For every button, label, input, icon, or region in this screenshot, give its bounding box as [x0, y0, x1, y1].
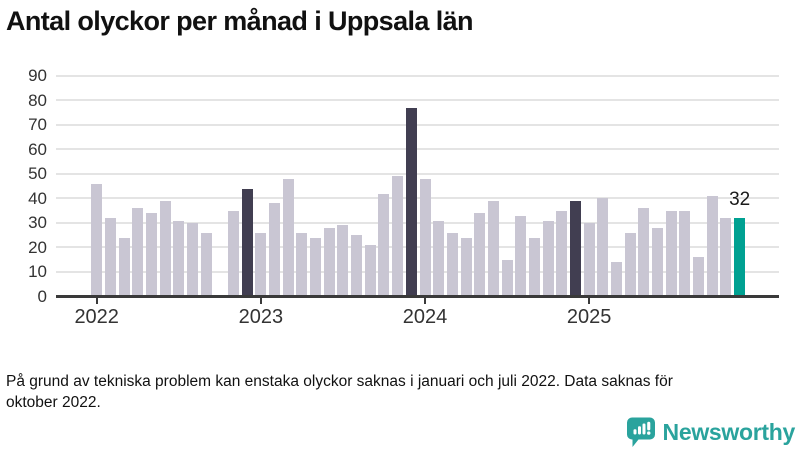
x-axis-year-label: 2022	[74, 305, 119, 328]
bar-2025-10	[706, 196, 718, 297]
newsworthy-logo-text: Newsworthy	[662, 418, 796, 445]
bar-2022-02	[104, 218, 116, 297]
bar-2025-09	[693, 257, 705, 297]
x-axis-tick-2024	[424, 298, 427, 304]
y-axis-tick-label: 30	[28, 213, 47, 233]
bar-2024-03	[446, 232, 458, 297]
y-axis-tick-label: 70	[28, 115, 47, 135]
gridline-y-10	[56, 270, 779, 273]
bar-2023-08	[351, 235, 363, 297]
x-axis-year-label: 2025	[566, 305, 612, 328]
bar-2023-07	[337, 225, 349, 297]
newsworthy-logo[interactable]: Newsworthy	[626, 416, 796, 448]
bar-2025-02	[597, 198, 609, 297]
bar-2024-06	[487, 200, 499, 297]
bar-2025-12	[734, 218, 746, 297]
bar-2024-10	[542, 220, 554, 297]
gridline-y-60	[56, 148, 779, 151]
y-axis-tick-label: 20	[28, 237, 47, 257]
gridline-y-30	[56, 221, 779, 224]
y-axis-tick-label: 10	[28, 262, 47, 282]
bar-2025-01	[583, 222, 595, 297]
latest-value-label: 32	[729, 189, 751, 211]
bar-2022-04	[132, 208, 144, 297]
bar-2025-08	[679, 210, 691, 297]
gridline-y-80	[56, 99, 779, 102]
gridline-y-70	[56, 123, 779, 126]
bar-2024-01	[419, 178, 431, 297]
y-axis-tick-label: 50	[28, 164, 47, 184]
bar-2024-12	[570, 200, 581, 297]
y-axis-tick-label: 80	[28, 90, 47, 110]
bar-2022-01	[91, 183, 103, 297]
bar-2022-08	[186, 222, 198, 297]
footnote-line-2: oktober 2022.	[6, 394, 101, 411]
bar-2025-07	[665, 210, 677, 297]
x-axis-year-label: 2023	[238, 305, 284, 328]
y-axis-tick-label: 0	[37, 287, 47, 306]
bar-2025-05	[638, 208, 650, 297]
bar-chart: 0 10 20 30 40 50 60 70 80 90 2022 2023 2024 2025 32	[28, 66, 779, 328]
x-axis-year-label: 2024	[402, 305, 448, 328]
gridline-y-40	[56, 197, 779, 200]
bar-2023-11	[392, 176, 404, 297]
bar-2023-04	[296, 232, 308, 297]
bar-2024-04	[460, 237, 472, 297]
gridline-y-50	[56, 172, 779, 175]
y-axis-tick-label: 40	[28, 188, 47, 208]
bar-2022-06	[159, 200, 171, 297]
bar-2023-05	[310, 237, 322, 297]
x-axis-tick-2025	[588, 298, 591, 304]
chart-footnote: På grund av tekniska problem kan enstaka…	[6, 371, 796, 413]
bar-2024-08	[515, 215, 527, 297]
bar-2025-06	[652, 227, 664, 297]
bar-2023-01	[255, 232, 267, 297]
bar-2023-09	[364, 245, 376, 297]
bar-2023-06	[323, 227, 335, 297]
bar-2023-02	[269, 203, 281, 297]
newsworthy-speech-bubble-chart-icon	[626, 417, 656, 448]
y-axis-tick-label: 90	[28, 66, 47, 86]
x-axis-line	[56, 295, 779, 298]
bar-2023-10	[378, 193, 390, 297]
bar-2024-09	[528, 237, 540, 297]
bar-2024-02	[433, 220, 445, 297]
bar-2023-12	[405, 107, 417, 297]
bar-2025-03	[611, 262, 623, 297]
bar-2022-11	[228, 210, 239, 297]
bar-2022-07	[173, 220, 185, 297]
bar-2022-12	[241, 188, 253, 297]
bar-2024-11	[556, 210, 568, 297]
bar-2025-11	[720, 218, 732, 297]
x-axis-tick-2022	[95, 298, 98, 304]
bar-2024-05	[474, 213, 486, 297]
y-axis-tick-label: 60	[28, 139, 47, 159]
bar-2022-05	[145, 213, 157, 297]
bar-2025-04	[624, 232, 636, 297]
footnote-line-1: På grund av tekniska problem kan enstaka…	[6, 373, 673, 390]
bar-2023-03	[282, 178, 294, 297]
bar-2022-03	[118, 237, 130, 297]
bar-2024-07	[501, 259, 513, 297]
gridline-y-20	[56, 246, 779, 249]
gridline-y-90	[56, 74, 779, 77]
x-axis-tick-2023	[259, 298, 262, 304]
chart-title: Antal olyckor per månad i Uppsala län	[6, 6, 474, 36]
bar-2022-09	[200, 232, 212, 297]
